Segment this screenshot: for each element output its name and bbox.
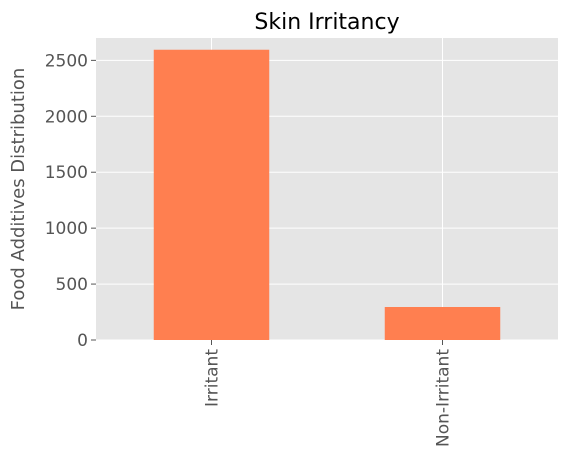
y-axis-ticks: 0 500 1000 1500 2000 2500 xyxy=(45,51,96,351)
y-tick-label: 2000 xyxy=(45,107,88,127)
y-tick-label: 1500 xyxy=(45,163,88,183)
y-tick-label: 1000 xyxy=(45,219,88,239)
bars xyxy=(153,49,501,340)
x-tick-label: Irritant xyxy=(203,349,223,407)
chart-title: Skin Irritancy xyxy=(254,10,399,35)
y-tick-label: 2500 xyxy=(45,51,88,71)
y-tick-label: 0 xyxy=(77,331,88,351)
y-tick-label: 500 xyxy=(56,275,88,295)
x-tick-label: Non-Irritant xyxy=(434,349,454,447)
bar-irritant xyxy=(153,49,270,340)
y-axis-label: Food Additives Distribution xyxy=(8,68,29,311)
bar-non-irritant xyxy=(384,307,501,340)
x-axis-ticks: Irritant Non-Irritant xyxy=(203,340,454,447)
